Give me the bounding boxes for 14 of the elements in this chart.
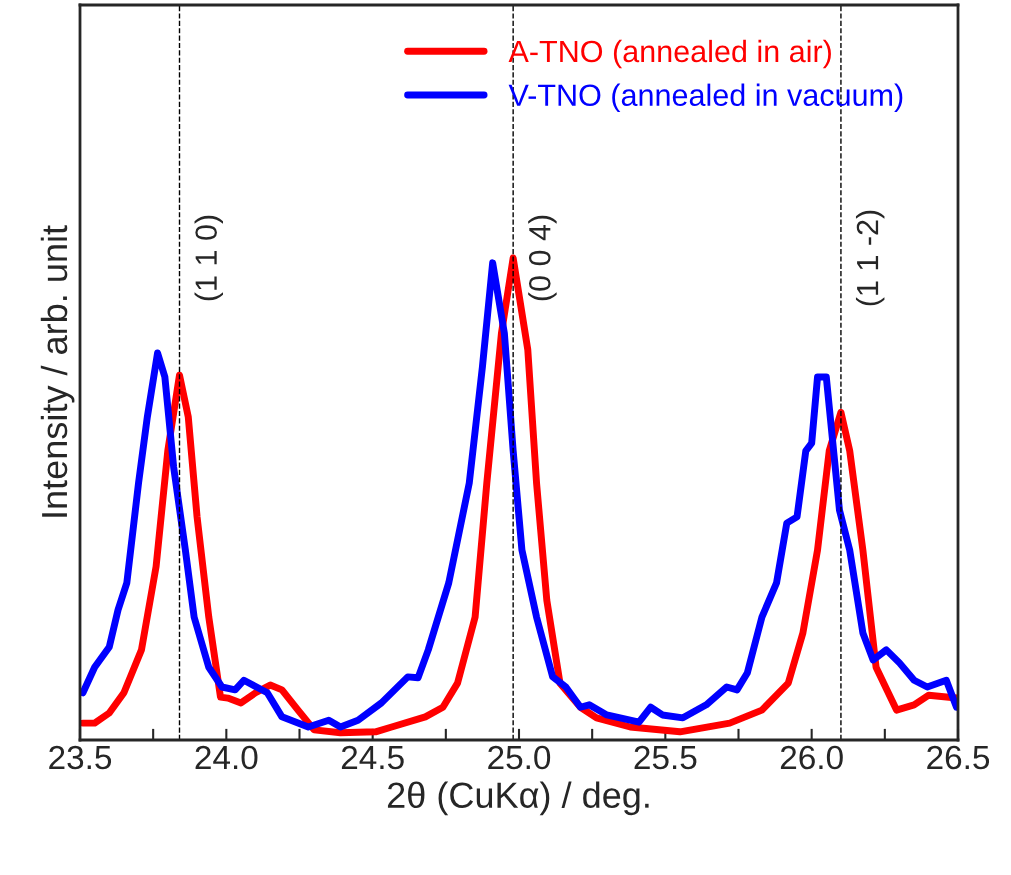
x-tick-label: 24.5 xyxy=(341,745,404,770)
x-tick-label: 25.5 xyxy=(634,745,697,770)
annotation: (0 0 4) xyxy=(528,215,557,301)
legend-label: A-TNO (annealed in air) xyxy=(508,39,831,69)
annotation: (1 1 -2) xyxy=(855,210,885,306)
x-tick-label: 26.5 xyxy=(927,745,990,770)
legend-label: V-TNO (annealed in vacuum) xyxy=(508,83,903,113)
x-axis-title: 2θ (CuKα) / deg. xyxy=(387,781,649,816)
x-tick-label: 23.5 xyxy=(49,745,112,770)
x-tick-label: 24.0 xyxy=(195,745,258,770)
x-tick-label: 26.0 xyxy=(780,745,843,770)
x-tick-label: 25.0 xyxy=(488,745,551,770)
annotation: (1 1 0) xyxy=(194,215,223,301)
y-axis-title: Intensity / arb. unit xyxy=(40,225,75,517)
